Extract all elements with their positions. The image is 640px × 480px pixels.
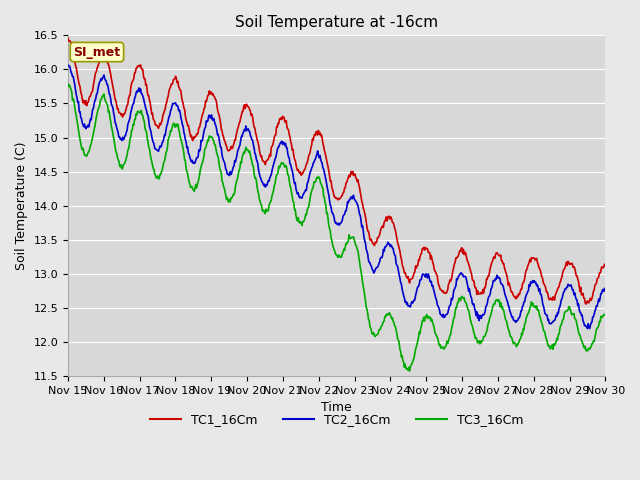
- TC2_16Cm: [212, 123, 220, 129]
- TC1_16Cm: [74, 74, 81, 80]
- TC2_16Cm: [64, 62, 72, 68]
- TC1_16Cm: [418, 251, 426, 256]
- TC2_16Cm: [129, 101, 137, 107]
- Title: Soil Temperature at -16cm: Soil Temperature at -16cm: [235, 15, 438, 30]
- TC2_16Cm: [402, 299, 410, 304]
- TC3_16Cm: [64, 81, 72, 87]
- TC3_16Cm: [602, 312, 609, 318]
- Text: SI_met: SI_met: [74, 46, 120, 59]
- TC3_16Cm: [212, 146, 220, 152]
- TC2_16Cm: [184, 144, 191, 150]
- TC1_16Cm: [184, 123, 191, 129]
- TC1_16Cm: [64, 36, 72, 41]
- TC3_16Cm: [129, 121, 137, 127]
- TC3_16Cm: [402, 366, 410, 372]
- TC3_16Cm: [74, 122, 81, 128]
- TC2_16Cm: [584, 325, 591, 331]
- TC1_16Cm: [402, 272, 410, 278]
- TC2_16Cm: [418, 276, 426, 281]
- TC2_16Cm: [74, 100, 81, 106]
- TC2_16Cm: [602, 285, 609, 291]
- TC3_16Cm: [184, 171, 191, 177]
- TC1_16Cm: [602, 264, 609, 269]
- TC1_16Cm: [582, 301, 590, 307]
- TC1_16Cm: [129, 77, 137, 83]
- Line: TC3_16Cm: TC3_16Cm: [68, 84, 605, 371]
- X-axis label: Time: Time: [321, 401, 352, 414]
- TC1_16Cm: [212, 97, 220, 103]
- TC3_16Cm: [419, 318, 426, 324]
- TC3_16Cm: [406, 368, 413, 374]
- Y-axis label: Soil Temperature (C): Soil Temperature (C): [15, 142, 28, 270]
- Line: TC1_16Cm: TC1_16Cm: [68, 38, 605, 304]
- Legend: TC1_16Cm, TC2_16Cm, TC3_16Cm: TC1_16Cm, TC2_16Cm, TC3_16Cm: [145, 408, 529, 431]
- Line: TC2_16Cm: TC2_16Cm: [68, 65, 605, 328]
